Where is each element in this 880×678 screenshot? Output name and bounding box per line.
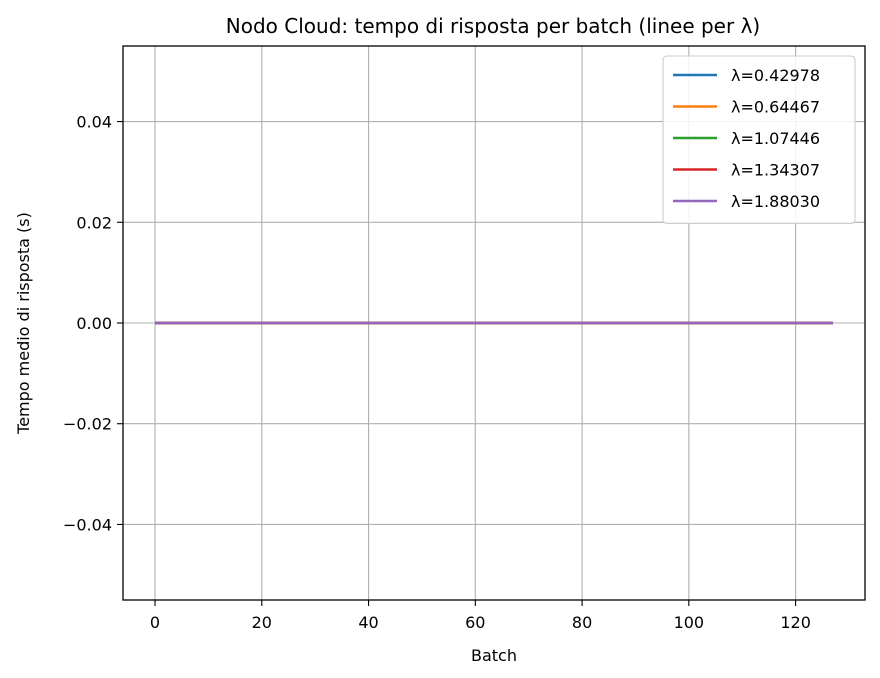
y-tick-label: −0.04 <box>63 515 112 534</box>
y-tick-label: 0.00 <box>76 314 112 333</box>
x-tick-label: 100 <box>674 613 705 632</box>
x-tick-label: 120 <box>780 613 811 632</box>
x-axis-label: Batch <box>471 646 517 665</box>
legend-box <box>662 55 856 225</box>
y-axis: 0.04 0.02 0.00 −0.02 −0.04 <box>63 113 123 534</box>
x-tick-label: 60 <box>465 613 485 632</box>
y-tick-label: −0.02 <box>63 415 112 434</box>
legend-label: λ=1.07446 <box>731 129 820 148</box>
x-tick-label: 40 <box>358 613 378 632</box>
x-tick-label: 0 <box>150 613 160 632</box>
x-tick-label: 80 <box>572 613 592 632</box>
x-axis: 0 20 40 60 80 100 120 <box>150 600 811 632</box>
legend-label: λ=1.34307 <box>731 161 820 180</box>
chart-title: Nodo Cloud: tempo di risposta per batch … <box>226 14 760 38</box>
legend: λ=0.42978 λ=0.64467 λ=1.07446 λ=1.34307 λ=1.… <box>662 55 856 225</box>
legend-label: λ=0.42978 <box>731 66 820 85</box>
y-tick-label: 0.04 <box>76 113 112 132</box>
y-axis-label: Tempo medio di risposta (s) <box>14 212 33 435</box>
legend-label: λ=1.88030 <box>731 192 820 211</box>
legend-label: λ=0.64467 <box>731 98 820 117</box>
y-tick-label: 0.02 <box>76 213 112 232</box>
x-tick-label: 20 <box>252 613 272 632</box>
